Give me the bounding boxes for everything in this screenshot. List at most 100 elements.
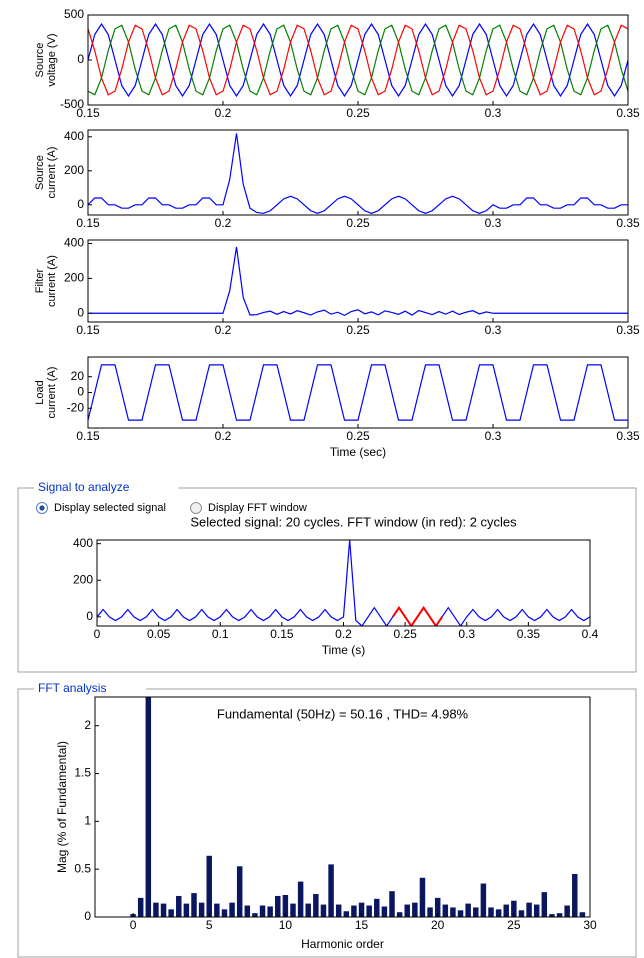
bar (465, 903, 471, 917)
y-tick-label: 400 (64, 129, 84, 143)
x-tick-label: 0.3 (485, 429, 502, 443)
panel-title-bg (34, 681, 146, 697)
bar (244, 905, 251, 917)
y-axis-label: Load (34, 380, 46, 404)
y-tick-label: 200 (64, 271, 84, 285)
x-axis-label: Harmonic order (301, 937, 384, 951)
bar (320, 904, 327, 917)
bar (252, 913, 258, 917)
plot-frame (94, 696, 591, 918)
x-tick-label: 0.25 (346, 216, 370, 230)
series-line (88, 133, 628, 214)
x-tick-label: 0.2 (335, 627, 352, 641)
bar (191, 893, 197, 917)
x-tick-label: 0 (94, 627, 101, 641)
bar (282, 895, 289, 917)
bar (503, 904, 509, 917)
x-tick-label: 0.15 (76, 429, 100, 443)
x-tick-label: 0.05 (147, 627, 171, 641)
bar (168, 909, 174, 917)
x-tick-label: 0.15 (270, 627, 294, 641)
y-tick-label: 2 (84, 718, 91, 732)
x-tick-label: 0.35 (616, 106, 640, 120)
bar (328, 864, 334, 917)
plot-area (88, 240, 628, 322)
bar (450, 907, 456, 917)
bar (389, 891, 395, 917)
y-tick-label: 0 (77, 385, 84, 399)
y-tick-label: -20 (67, 400, 85, 414)
y-tick-label: 20 (71, 369, 85, 383)
x-tick-label: 0.3 (485, 216, 502, 230)
x-tick-label: 0.2 (215, 323, 232, 337)
bar (419, 877, 426, 917)
radio-unselected[interactable] (190, 502, 202, 514)
y-tick-label: 400 (64, 236, 84, 250)
bar (267, 906, 273, 917)
bar (526, 902, 532, 917)
x-tick-label: 0.25 (346, 429, 370, 443)
series-line (88, 364, 628, 421)
y-tick-label: 0 (77, 52, 84, 66)
y-tick-label: 500 (64, 7, 84, 21)
y-axis-label: current (A) (46, 147, 58, 199)
bar (351, 905, 357, 917)
y-tick-label: 0 (77, 197, 84, 211)
y-tick-label: 400 (73, 536, 93, 550)
y-tick-label: 0 (77, 305, 84, 319)
x-tick-label: 0.25 (346, 106, 370, 120)
bar (374, 898, 380, 917)
x-tick-label: 10 (279, 918, 293, 932)
x-tick-label: 0.2 (215, 429, 232, 443)
series-line (88, 24, 628, 96)
bar (518, 910, 525, 917)
bar (214, 903, 220, 917)
plot-area (95, 697, 590, 917)
y-axis-label: current (A) (46, 367, 58, 419)
bar (290, 903, 296, 917)
bar (297, 881, 304, 917)
x-tick-label: 0.3 (458, 627, 475, 641)
x-tick-label: 0.35 (616, 323, 640, 337)
fft-panel-border (17, 688, 637, 958)
bar (335, 904, 342, 917)
y-axis-label: Mag (% of Fundamental) (55, 741, 69, 873)
bar (366, 905, 372, 917)
plot-area (88, 357, 628, 428)
bar (457, 910, 464, 917)
x-tick-label: 30 (583, 918, 597, 932)
y-tick-label: 1 (84, 814, 91, 828)
y-axis-label: current (A) (46, 255, 58, 307)
bar (221, 909, 228, 917)
x-tick-label: 0.15 (76, 216, 100, 230)
x-axis-label: Time (sec) (330, 445, 386, 459)
x-tick-label: 0.15 (76, 106, 100, 120)
y-axis-label: Source (34, 43, 46, 78)
x-tick-label: 0.35 (616, 429, 640, 443)
y-tick-label: 200 (73, 572, 93, 586)
x-tick-label: 0 (130, 918, 137, 932)
bar (480, 883, 487, 917)
bar (396, 912, 403, 917)
bar (145, 697, 152, 917)
bar (176, 895, 182, 917)
x-tick-label: 0.35 (616, 216, 640, 230)
radio-label[interactable]: Display FFT window (208, 502, 307, 514)
chart-title: Selected signal: 20 cycles. FFT window (… (190, 514, 517, 529)
radio-label[interactable]: Display selected signal (54, 502, 166, 514)
y-tick-label: 0 (86, 609, 93, 623)
y-tick-label: 200 (64, 163, 84, 177)
bar (412, 902, 418, 917)
bar (229, 902, 235, 917)
x-tick-label: 0.35 (517, 627, 541, 641)
y-tick-label: 1.5 (74, 766, 91, 780)
panel-title: Signal to analyze (38, 480, 130, 494)
bar (343, 911, 350, 917)
x-tick-label: 0.25 (393, 627, 417, 641)
series-line (97, 540, 590, 626)
bar (434, 897, 441, 917)
y-axis-label: Filter (34, 268, 46, 293)
x-axis-label: Time (s) (322, 643, 366, 657)
bar (511, 900, 517, 917)
x-tick-label: 0.2 (215, 106, 232, 120)
